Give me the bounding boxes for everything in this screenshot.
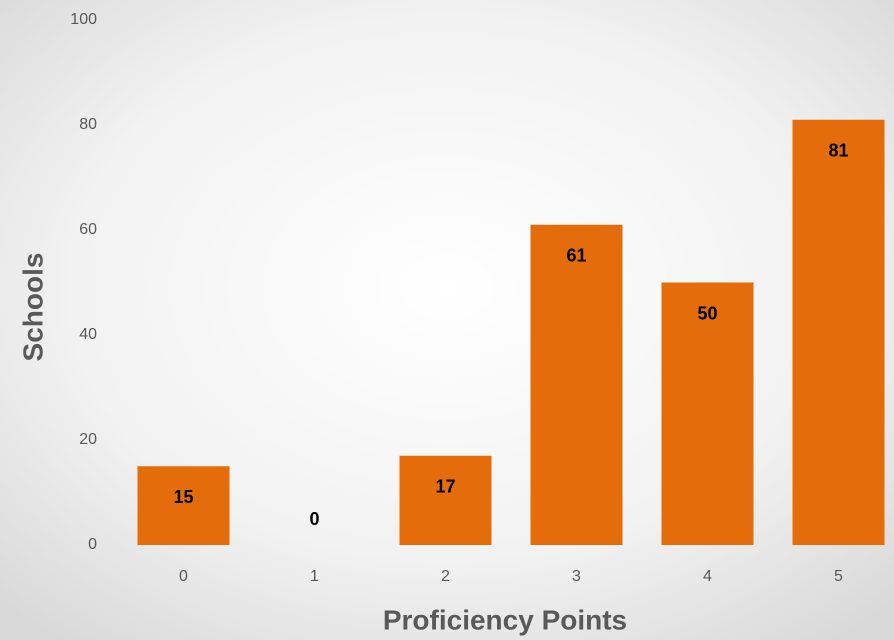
x-tick-label: 5 [834,568,843,585]
y-tick-label: 0 [88,536,97,553]
bar [792,119,885,545]
x-tick-label: 0 [179,568,188,585]
x-tick-label: 4 [703,568,712,585]
data-label: 15 [173,487,193,507]
y-tick-label: 100 [70,11,97,28]
bar [137,466,230,545]
y-tick-label: 20 [79,431,97,448]
y-tick-label: 60 [79,221,97,238]
bar [399,455,492,545]
y-tick-label: 80 [79,116,97,133]
data-label: 81 [828,141,848,161]
bar [530,224,623,545]
x-tick-label: 1 [310,568,319,585]
data-label: 50 [697,303,717,323]
data-label: 0 [309,509,319,529]
x-tick-label: 3 [572,568,581,585]
bar [661,282,754,545]
data-label: 61 [566,246,586,266]
y-axis-title: Schools [17,253,48,362]
x-tick-label: 2 [441,568,450,585]
y-tick-label: 40 [79,326,97,343]
data-label: 17 [435,477,455,497]
x-axis-title: Proficiency Points [383,604,627,635]
